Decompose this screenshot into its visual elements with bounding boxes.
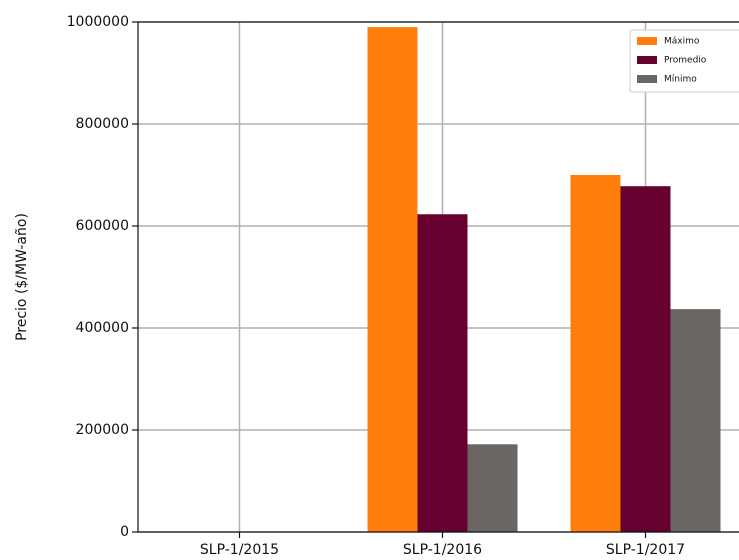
bar: [620, 186, 671, 532]
y-tick-label: 800000: [76, 116, 129, 132]
bar: [570, 175, 621, 532]
plot-frame: [137, 21, 739, 533]
y-tick-label: 200000: [76, 422, 129, 438]
y-axis-label: Precio ($/MW-año): [14, 213, 30, 341]
legend-label: Máximo: [664, 37, 700, 47]
x-tick-label: SLP-1/2016: [403, 542, 482, 558]
x-tick-label: SLP-1/2015: [200, 542, 279, 558]
bar: [670, 309, 721, 532]
legend: Máximo Promedio Mínimo: [629, 29, 739, 93]
bar: [417, 214, 468, 532]
legend-label: Promedio: [664, 56, 707, 66]
y-tick-label: 0: [120, 524, 129, 540]
legend-swatch: [637, 75, 657, 83]
bar: [467, 444, 518, 532]
legend-swatch: [637, 37, 657, 45]
y-tick-label: 600000: [76, 218, 129, 234]
y-tick-label: 1000000: [67, 14, 129, 30]
bar: [367, 27, 418, 532]
legend-label: Mínimo: [664, 75, 697, 85]
y-tick-label: 400000: [76, 320, 129, 336]
x-tick-label: SLP-1/2017: [606, 542, 685, 558]
legend-swatch: [637, 56, 657, 64]
legend-box: [629, 29, 739, 93]
